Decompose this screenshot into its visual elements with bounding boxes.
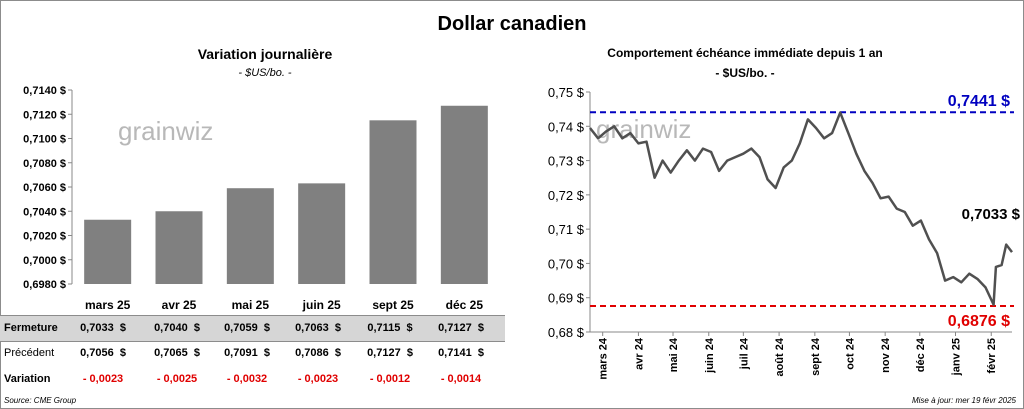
right-chart-subtitle: - $US/bo. - [715,66,775,80]
update-note: Mise à jour: mer 19 févr 2025 [911,396,1016,405]
price-line [589,111,1013,306]
left-chart-subtitle: - $US/bo. - [238,67,292,79]
table-cell: - 0,0025 [156,373,198,385]
x-tick-label: mars 24 [598,337,610,379]
y-tick-label: 0,7100 $ [23,134,66,146]
table-cell: - 0,0012 [369,373,411,385]
table-cell: 0,7063 $ [295,322,341,334]
y-tick-label: 0,73 $ [548,154,585,169]
bar [298,183,346,284]
x-tick-label: mai 25 [232,298,270,312]
bar [155,211,203,284]
right-chart-title: Comportement échéance immédiate depuis 1… [607,46,883,60]
bar [84,219,132,284]
x-tick-label: oct 24 [844,337,856,370]
x-tick-label: déc 25 [446,298,484,312]
row-label: Précédent [4,347,55,359]
y-tick-label: 0,75 $ [548,85,585,100]
table-cell: 0,7091 $ [224,347,270,359]
y-tick-label: 0,71 $ [548,222,585,237]
high-reference-label: 0,7441 $ [948,93,1010,110]
watermark-text: grainwiz [118,116,213,146]
x-tick-label: sept 24 [810,337,822,376]
x-tick-label: janv 25 [951,338,963,376]
table-cell: - 0,0023 [297,373,339,385]
x-tick-label: mars 25 [85,298,131,312]
table-cell: - 0,0032 [226,373,268,385]
table-row-precedent: Précédent 0,7056 $ 0,7065 $ 0,7091 $ 0,7… [0,341,505,366]
y-tick-label: 0,69 $ [548,291,585,306]
y-tick-label: 0,6980 $ [23,279,66,291]
bar [226,188,274,284]
table-cell: - 0,0023 [82,373,124,385]
table-row-fermeture: Fermeture 0,7033 $ 0,7040 $ 0,7059 $ 0,7… [0,315,505,342]
y-tick-label: 0,7020 $ [23,231,66,243]
last-value-label: 0,7033 $ [962,206,1021,223]
table-cell: 0,7127 $ [367,347,413,359]
table-cell: 0,7033 $ [80,322,126,334]
row-label: Fermeture [4,322,58,334]
y-tick-label: 0,74 $ [548,119,585,134]
y-tick-label: 0,7120 $ [23,109,66,121]
source-note: Source: CME Group [4,396,77,405]
x-tick-label: nov 24 [880,337,892,373]
row-label: Variation [4,373,51,385]
x-tick-label: avr 25 [162,298,197,312]
page-title: Dollar canadien [437,13,587,35]
y-tick-label: 0,7000 $ [23,255,66,267]
table-cell: 0,7040 $ [154,322,200,334]
table-cell: 0,7059 $ [224,322,270,334]
left-chart-title: Variation journalière [197,46,333,62]
y-tick-label: 0,7040 $ [23,206,66,218]
x-tick-label: juil 24 [738,337,750,370]
x-tick-label: juin 24 [704,337,716,374]
y-tick-label: 0,7060 $ [23,182,66,194]
y-tick-label: 0,70 $ [548,256,585,271]
table-cell: 0,7086 $ [295,347,341,359]
bar [440,105,488,284]
table-cell: 0,7065 $ [154,347,200,359]
table-cell: 0,7056 $ [80,347,126,359]
x-tick-label: mai 24 [668,337,680,372]
x-tick-label: avr 24 [633,337,645,370]
table-cell: 0,7115 $ [367,322,413,334]
y-tick-label: 0,68 $ [548,325,585,340]
table-cell: 0,7141 $ [438,347,484,359]
x-tick-label: août 24 [774,337,786,376]
y-tick-label: 0,72 $ [548,188,585,203]
bar [369,120,417,284]
table-cell: 0,7127 $ [438,322,484,334]
low-reference-label: 0,6876 $ [948,313,1010,330]
y-tick-label: 0,7080 $ [23,158,66,170]
table-cell: - 0,0014 [440,373,482,385]
table-row-variation: Variation - 0,0023 - 0,0025 - 0,0032 - 0… [0,367,505,392]
x-tick-label: déc 24 [915,337,927,372]
x-tick-label: juin 25 [302,298,341,312]
y-tick-label: 0,7140 $ [23,85,66,97]
x-tick-label: sept 25 [372,298,414,312]
x-tick-label: févr 25 [986,338,998,373]
